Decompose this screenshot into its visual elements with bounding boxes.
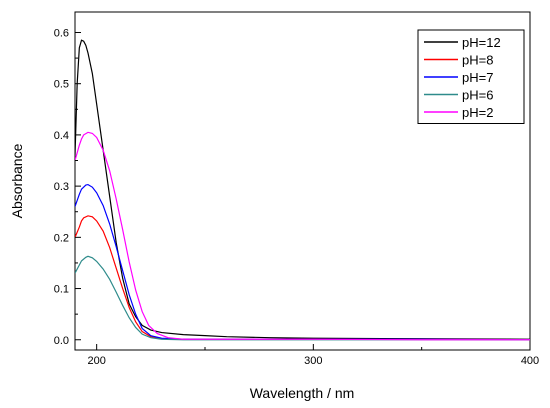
- series-line-ph-6: [75, 255, 530, 341]
- legend-label: pH=6: [462, 88, 493, 103]
- series-line-ph-2: [75, 131, 530, 341]
- legend-label: pH=8: [462, 53, 493, 68]
- x-tick-label: 400: [521, 355, 539, 367]
- y-tick-label: 0.5: [54, 79, 69, 91]
- series-line-ph-8: [75, 215, 530, 341]
- y-tick-label: 0.1: [54, 284, 69, 296]
- ticks-layer: 200 300 400 0.0 0.1 0.2 0.3 0.4 0.5 0.6: [54, 27, 539, 367]
- plot-frame: [74, 11, 531, 351]
- legend-label: pH=2: [462, 105, 493, 120]
- y-tick-label: 0.3: [54, 181, 69, 193]
- y-tick-label: 0.4: [54, 130, 69, 142]
- y-tick-label: 0.6: [54, 27, 69, 39]
- x-tick-label: 200: [87, 355, 105, 367]
- series-layer: [75, 39, 530, 341]
- legend-box: [417, 29, 525, 124]
- y-axis-title: Absorbance: [9, 143, 25, 218]
- x-axis-title: Wavelength / nm: [250, 385, 355, 401]
- y-tick-label: 0.2: [54, 232, 69, 244]
- y-tick-label: 0.0: [54, 335, 69, 347]
- series-line-ph-7: [75, 183, 530, 341]
- legend: pH=12 pH=8 pH=7 pH=6 pH=2: [417, 29, 525, 124]
- legend-label: pH=7: [462, 70, 493, 85]
- x-tick-label: 300: [304, 355, 322, 367]
- series-line-ph-12: [75, 39, 530, 340]
- legend-label: pH=12: [462, 35, 501, 50]
